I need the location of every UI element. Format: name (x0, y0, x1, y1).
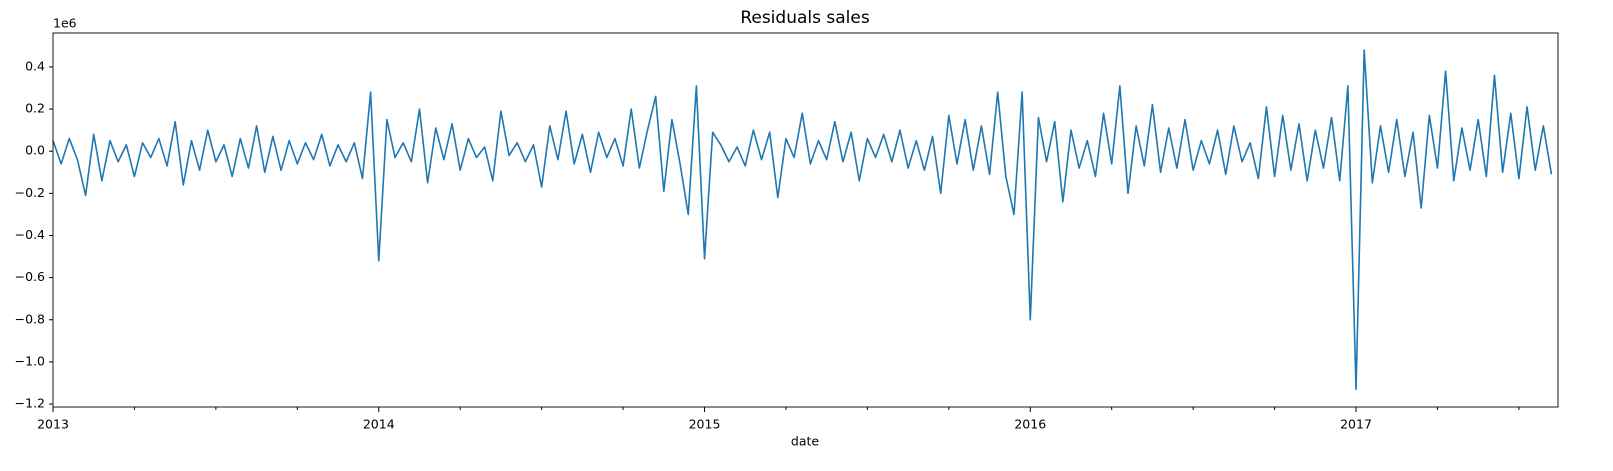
y-tick-label: −0.4 (15, 227, 45, 242)
x-tick-label: 2017 (1340, 417, 1372, 432)
y-offset-label: 1e6 (53, 16, 77, 31)
y-tick-label: −1.2 (15, 396, 45, 411)
y-tick-label: −0.6 (15, 269, 45, 284)
y-tick-label: −1.0 (15, 353, 45, 368)
x-tick-label: 2014 (363, 417, 395, 432)
x-tick-label: 2013 (37, 417, 69, 432)
y-tick-label: −0.8 (15, 311, 45, 326)
plot-frame (52, 32, 1559, 408)
chart-title: Residuals sales (740, 8, 870, 28)
x-tick-label: 2016 (1014, 417, 1046, 432)
y-tick-label: 0.4 (25, 58, 45, 73)
x-axis-label: date (791, 434, 819, 449)
series-line (52, 49, 1553, 391)
y-tick-label: −0.2 (15, 185, 45, 200)
x-tick-label: 2015 (689, 417, 721, 432)
y-tick-label: 0.0 (25, 143, 45, 158)
y-tick-label: 0.2 (25, 101, 45, 116)
